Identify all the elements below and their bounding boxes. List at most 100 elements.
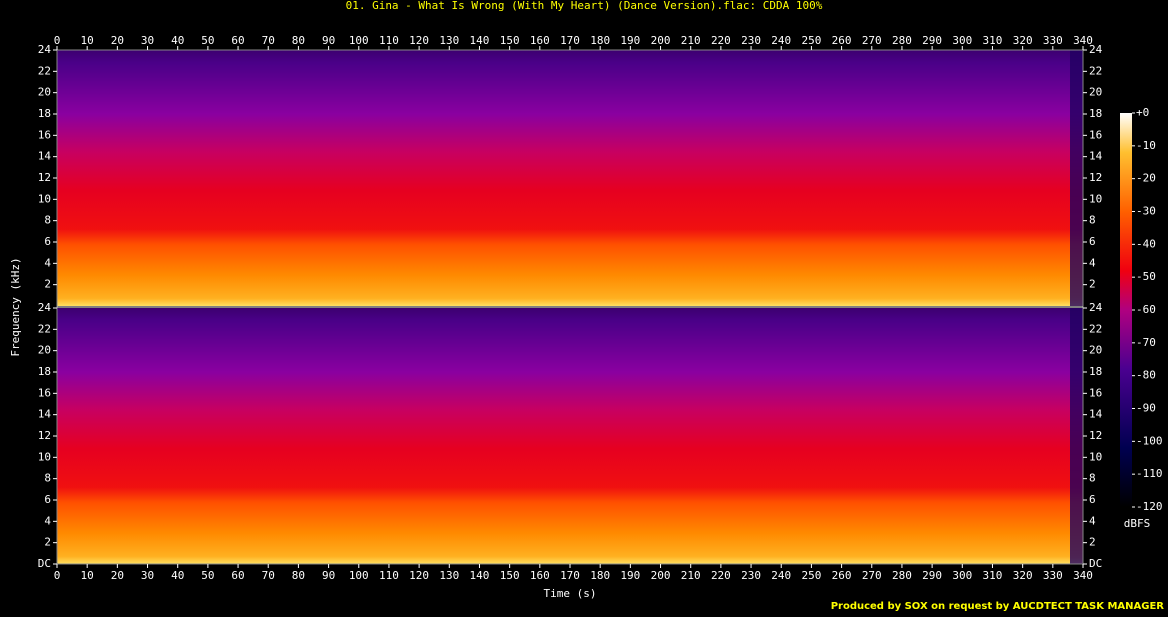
y-tick-label: 2 [44, 278, 51, 291]
x-tick-label: 110 [379, 34, 399, 47]
y-tick-label: 8 [1089, 472, 1096, 485]
x-tick-label: 40 [171, 569, 184, 582]
x-tick-label: 320 [1013, 34, 1033, 47]
x-tick-label: 300 [952, 34, 972, 47]
y-tick-label: 18 [38, 365, 51, 378]
x-tick-label: 170 [560, 569, 580, 582]
x-tick-label: 80 [292, 569, 305, 582]
y-tick-label: 10 [1089, 450, 1102, 463]
x-tick-label: 120 [409, 569, 429, 582]
x-tick-label: 340 [1073, 569, 1093, 582]
y-tick-label: 20 [38, 344, 51, 357]
y-tick-label: 2 [1089, 536, 1096, 549]
colorbar-tick-label: -30 [1136, 205, 1156, 218]
x-tick-label: 260 [832, 34, 852, 47]
y-tick-label: 4 [1089, 514, 1096, 527]
x-tick-label: 90 [322, 569, 335, 582]
x-tick-label: 280 [892, 34, 912, 47]
y-tick-label: 22 [1089, 64, 1102, 77]
y-tick-label: 6 [44, 235, 51, 248]
x-tick-label: 190 [620, 34, 640, 47]
y-tick-label: 20 [1089, 86, 1102, 99]
x-tick-label: 50 [201, 34, 214, 47]
y-tick-label: 18 [38, 107, 51, 120]
x-tick-label: 60 [231, 569, 244, 582]
x-tick-label: 100 [349, 34, 369, 47]
x-tick-label: 230 [741, 34, 761, 47]
y-tick-label: 14 [38, 408, 52, 421]
x-tick-label: 220 [711, 34, 731, 47]
x-tick-label: 10 [81, 34, 94, 47]
y-tick-label: 12 [38, 171, 51, 184]
spectrogram-right [57, 308, 1083, 564]
x-tick-label: 20 [111, 34, 124, 47]
y-tick-label: 22 [1089, 322, 1102, 335]
y-tick-label: 8 [44, 472, 51, 485]
x-axis-label: Time (s) [544, 587, 597, 600]
y-tick-label: 14 [1089, 408, 1103, 421]
y-tick-label: 16 [38, 386, 51, 399]
x-tick-label: 150 [500, 569, 520, 582]
x-tick-label: 120 [409, 34, 429, 47]
x-tick-label: 40 [171, 34, 184, 47]
colorbar [1120, 113, 1132, 507]
y-tick-label: 4 [44, 514, 51, 527]
x-tick-label: 200 [651, 34, 671, 47]
x-tick-label: 240 [771, 34, 791, 47]
y-tick-label: 12 [38, 429, 51, 442]
y-tick-label: 4 [1089, 256, 1096, 269]
y-tick-label: 12 [1089, 171, 1102, 184]
colorbar-tick-label: -110 [1136, 467, 1163, 480]
x-tick-label: 70 [262, 569, 275, 582]
x-tick-label: 240 [771, 569, 791, 582]
x-tick-label: 130 [439, 34, 459, 47]
x-tick-label: 160 [530, 569, 550, 582]
x-tick-label: 170 [560, 34, 580, 47]
x-tick-label: 250 [801, 34, 821, 47]
y-tick-label: 2 [44, 536, 51, 549]
x-tick-label: 260 [832, 569, 852, 582]
colorbar-tick-label: -80 [1136, 369, 1156, 382]
x-tick-label: 10 [81, 569, 94, 582]
y-tick-label: 14 [1089, 150, 1103, 163]
x-tick-label: 150 [500, 34, 520, 47]
colorbar-tick-label: -120 [1136, 500, 1163, 513]
x-tick-label: 290 [922, 569, 942, 582]
fade-out [1070, 308, 1083, 564]
colorbar-tick-label: -90 [1136, 402, 1156, 415]
x-tick-label: 90 [322, 34, 335, 47]
colorbar-tick-label: -60 [1136, 303, 1156, 316]
x-tick-label: 330 [1043, 569, 1063, 582]
colorbar-tick-label: -20 [1136, 172, 1156, 185]
y-tick-label: 16 [1089, 386, 1102, 399]
colorbar-tick-label: -70 [1136, 336, 1156, 349]
y-tick-label: 18 [1089, 365, 1102, 378]
x-tick-label: 310 [983, 34, 1003, 47]
x-tick-label: 300 [952, 569, 972, 582]
y-tick-label: 10 [38, 192, 51, 205]
x-tick-label: 180 [590, 34, 610, 47]
x-tick-label: 140 [470, 569, 490, 582]
x-tick-label: 70 [262, 34, 275, 47]
colorbar-tick-label: -10 [1136, 139, 1156, 152]
x-tick-label: 100 [349, 569, 369, 582]
y-tick-label: 24 [38, 43, 52, 56]
y-tick-label: 4 [44, 256, 51, 269]
y-tick-label: 20 [1089, 344, 1102, 357]
x-tick-label: 220 [711, 569, 731, 582]
y-tick-label: 10 [38, 450, 51, 463]
y-tick-label: 6 [1089, 235, 1096, 248]
x-tick-label: 290 [922, 34, 942, 47]
x-tick-label: 60 [231, 34, 244, 47]
colorbar-tick-label: +0 [1136, 106, 1149, 119]
x-tick-label: 140 [470, 34, 490, 47]
x-tick-label: 50 [201, 569, 214, 582]
x-tick-label: 340 [1073, 34, 1093, 47]
y-tick-label: 20 [38, 86, 51, 99]
y-tick-label: DC [1089, 557, 1102, 570]
y-tick-label: 24 [38, 301, 52, 314]
y-tick-label: 22 [38, 64, 51, 77]
fade-out [1070, 50, 1083, 306]
